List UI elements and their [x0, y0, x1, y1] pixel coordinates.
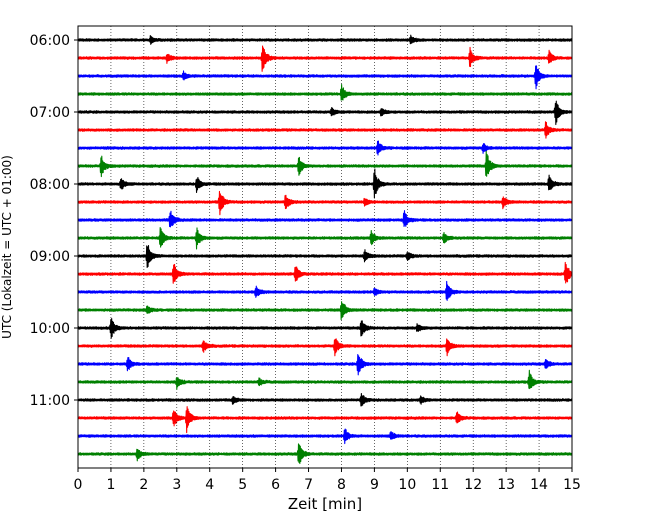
x-tick-label: 3 — [172, 477, 181, 493]
y-tick-label: 10:00 — [30, 321, 70, 337]
y-tick-label: 08:00 — [30, 177, 70, 193]
y-axis-ticks: 06:00 07:00 08:00 09:00 10:00 11:00 — [30, 33, 78, 409]
trace-line — [77, 443, 573, 465]
trace-line — [77, 150, 573, 178]
y-axis-label: UTC (Lokalzeit = UTC + 01:00) — [0, 155, 14, 339]
trace-line — [77, 168, 573, 199]
trace-line — [77, 428, 573, 445]
trace-line — [77, 280, 573, 301]
trace-line — [77, 317, 573, 339]
trace-line — [77, 83, 573, 101]
trace-line — [77, 354, 573, 376]
trace-line — [77, 121, 573, 139]
x-tick-label: 10 — [398, 477, 416, 493]
x-tick-label: 13 — [497, 477, 515, 493]
x-tick-label: 7 — [304, 477, 313, 493]
y-tick-label: 06:00 — [30, 33, 70, 49]
plot-frame — [77, 25, 573, 469]
trace-line — [77, 210, 573, 228]
x-tick-label: 14 — [530, 477, 548, 493]
trace-line — [77, 338, 573, 357]
trace-line — [77, 261, 573, 284]
trace-line — [77, 227, 573, 250]
x-tick-label: 15 — [563, 477, 581, 493]
x-tick-label: 0 — [74, 477, 83, 493]
trace-line — [77, 245, 573, 269]
trace-line — [77, 34, 573, 45]
trace-line — [77, 190, 573, 216]
x-tick-label: 2 — [139, 477, 148, 493]
x-tick-label: 12 — [464, 477, 482, 493]
trace-line — [77, 45, 573, 72]
trace-line — [77, 100, 573, 126]
x-tick-label: 5 — [238, 477, 247, 493]
x-tick-label: 9 — [370, 477, 379, 493]
trace-line — [77, 369, 573, 390]
x-axis-ticks: 0 1 2 3 4 5 6 7 8 9 10 11 12 13 14 15 — [74, 468, 581, 493]
trace-line — [77, 65, 573, 90]
trace-line — [77, 393, 573, 407]
x-tick-label: 1 — [106, 477, 115, 493]
x-axis-label: Zeit [min] — [288, 495, 362, 513]
trace-line — [77, 301, 573, 321]
x-tick-label: 11 — [431, 477, 449, 493]
x-tick-label: 4 — [205, 477, 214, 493]
y-tick-label: 11:00 — [30, 393, 70, 409]
y-tick-label: 07:00 — [30, 105, 70, 121]
y-tick-label: 09:00 — [30, 249, 70, 265]
trace-line — [77, 406, 573, 434]
trace-line — [77, 140, 573, 156]
seismogram-traces — [77, 34, 573, 465]
x-tick-label: 8 — [337, 477, 346, 493]
x-tick-label: 6 — [271, 477, 280, 493]
vertical-gridlines — [110, 26, 540, 468]
